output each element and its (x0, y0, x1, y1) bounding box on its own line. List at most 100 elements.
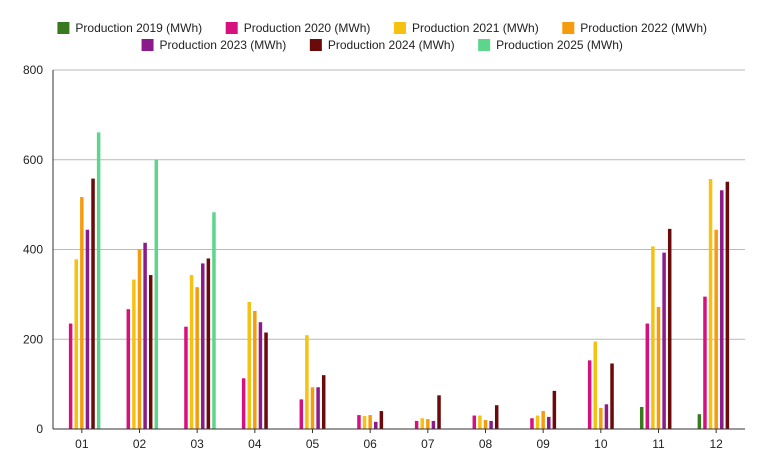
bar (80, 196, 84, 429)
bar (206, 258, 211, 429)
bar (126, 309, 131, 429)
y-tick-label: 400 (23, 243, 43, 257)
bar (651, 246, 655, 429)
bar (148, 275, 153, 429)
bar (132, 279, 136, 429)
x-tick-label: 04 (248, 437, 262, 451)
legend-label: Production 2023 (MWh) (160, 38, 287, 52)
legend-item[interactable]: Production 2023 (MWh) (141, 38, 287, 52)
legend: Production 2019 (MWh) Production 2020 (MW… (57, 21, 707, 52)
bar (599, 407, 603, 429)
bar (91, 178, 95, 429)
axes (52, 70, 745, 430)
y-tick-label: 0 (36, 422, 43, 436)
legend-swatch (225, 22, 238, 34)
bar (420, 418, 424, 429)
bar (68, 323, 73, 429)
legend-swatch (478, 39, 491, 51)
bar (610, 363, 614, 429)
bar (478, 415, 482, 429)
legend-swatch (309, 39, 322, 51)
bar (697, 414, 702, 429)
bar (184, 326, 188, 429)
bar (639, 407, 644, 429)
bar (494, 405, 499, 429)
bar (321, 375, 326, 429)
bar (414, 420, 419, 429)
bar (720, 190, 724, 429)
legend-label: Production 2024 (MWh) (328, 38, 455, 52)
y-tick-label: 800 (23, 63, 43, 77)
bar (316, 387, 320, 429)
bar (74, 259, 78, 429)
x-tick-label: 01 (75, 437, 89, 451)
bar (195, 287, 199, 429)
legend-item[interactable]: Production 2020 (MWh) (225, 21, 371, 35)
legend-swatch (562, 22, 575, 34)
bar (431, 420, 436, 429)
legend-label: Production 2025 (MWh) (496, 38, 623, 52)
y-tick-label: 200 (23, 332, 43, 346)
bars (68, 132, 730, 429)
x-tick-label: 06 (363, 437, 377, 451)
x-tick-labels: 01 02 03 04 05 06 07 08 09 10 11 12 (75, 429, 723, 451)
bar (703, 296, 707, 429)
y-tick-label: 600 (23, 153, 43, 167)
x-tick-label: 11 (652, 437, 665, 451)
legend-swatch (141, 39, 154, 51)
legend-label: Production 2019 (MWh) (75, 21, 202, 35)
bar (374, 421, 378, 429)
bar (714, 229, 718, 429)
bar (552, 390, 557, 429)
legend-item[interactable]: Production 2021 (MWh) (394, 21, 539, 35)
bar (189, 275, 194, 429)
legend-label: Production 2021 (MWh) (412, 21, 539, 35)
bar (593, 341, 597, 429)
bar (379, 411, 384, 429)
legend-item[interactable]: Production 2025 (MWh) (478, 38, 623, 52)
bar (241, 378, 246, 429)
bar (96, 132, 101, 429)
bar (357, 415, 361, 429)
x-tick-label: 12 (709, 437, 723, 451)
legend-label: Production 2022 (MWh) (580, 21, 707, 35)
x-tick-label: 09 (536, 437, 550, 451)
legend-item[interactable]: Production 2022 (MWh) (562, 21, 707, 35)
bar (489, 420, 493, 429)
bar (362, 415, 367, 429)
bar (299, 399, 304, 429)
bar (154, 159, 159, 429)
x-tick-label: 08 (479, 437, 493, 451)
legend-item[interactable]: Production 2019 (MWh) (57, 21, 202, 35)
y-tick-labels: 0 200 400 600 800 (23, 63, 43, 436)
bar (426, 419, 430, 429)
legend-swatch (57, 22, 70, 34)
x-tick-label: 05 (306, 437, 320, 451)
x-tick-label: 10 (594, 437, 608, 451)
x-tick-label: 07 (421, 437, 435, 451)
bar (483, 420, 488, 429)
gridlines (53, 69, 745, 340)
bar (708, 179, 713, 429)
bar (656, 306, 661, 429)
bar (201, 263, 205, 429)
bar (437, 395, 441, 429)
bar (604, 404, 609, 429)
legend-item[interactable]: Production 2024 (MWh) (309, 38, 455, 52)
bar (662, 252, 666, 429)
bar (541, 411, 545, 429)
bar (472, 415, 477, 429)
bar (725, 181, 730, 429)
legend-swatch (394, 22, 406, 34)
bar (530, 418, 534, 429)
bar (535, 415, 540, 429)
bar (305, 335, 309, 429)
bar (212, 212, 216, 429)
bar (137, 249, 142, 429)
bar (85, 229, 90, 429)
bar (587, 360, 592, 429)
bar (667, 228, 672, 429)
legend-label: Production 2020 (MWh) (244, 21, 371, 35)
bar (264, 332, 268, 429)
